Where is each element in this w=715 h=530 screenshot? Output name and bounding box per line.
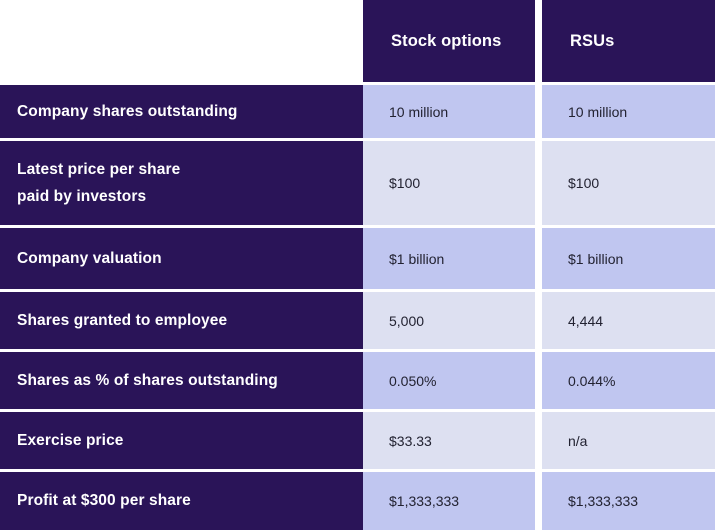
cell-value: 0.044% [568, 372, 616, 389]
cell-value: $1,333,333 [389, 493, 460, 509]
cell-stock-options-shares-granted: 5,000 [363, 292, 535, 349]
row-label-latest-price-per-share: Latest price per share paid by investors [0, 141, 363, 225]
row-label-profit: Profit at $300 per share [0, 472, 363, 530]
cell-value: $1 billion [389, 250, 445, 267]
row-label-text: Latest price per share paid by investors [17, 156, 180, 210]
column-gap [535, 472, 542, 530]
cell-rsus-latest-price: $100 [542, 141, 715, 225]
corner-spacer [0, 0, 363, 82]
cell-value: $100 [389, 175, 421, 191]
cell-value: $1 billion [568, 250, 624, 267]
row-label-text: Shares granted to employee [17, 311, 228, 329]
cell-rsus-valuation: $1 billion [542, 228, 715, 289]
cell-value: $33.33 [389, 432, 432, 449]
row-label-shares-granted: Shares granted to employee [0, 292, 363, 349]
row-label-text: Company valuation [17, 249, 162, 267]
row-label-line-1: Latest price per share [17, 161, 181, 178]
row-label-text: Exercise price [17, 431, 124, 449]
column-gap [535, 352, 542, 409]
column-header-rsus: RSUs [542, 0, 715, 82]
cell-stock-options-latest-price: $100 [363, 141, 535, 225]
cell-stock-options-shares-outstanding: 10 million [363, 85, 535, 138]
column-gap [535, 141, 542, 225]
cell-stock-options-valuation: $1 billion [363, 228, 535, 289]
row-label-exercise-price: Exercise price [0, 412, 363, 469]
cell-stock-options-shares-percent: 0.050% [363, 352, 535, 409]
column-header-label: RSUs [570, 31, 615, 50]
column-gap [535, 85, 542, 138]
cell-rsus-shares-outstanding: 10 million [542, 85, 715, 138]
cell-stock-options-profit: $1,333,333 [363, 472, 535, 530]
cell-value: n/a [568, 432, 588, 449]
cell-stock-options-exercise-price: $33.33 [363, 412, 535, 469]
row-label-text: Company shares outstanding [17, 102, 238, 120]
column-gap [535, 292, 542, 349]
row-label-company-shares-outstanding: Company shares outstanding [0, 85, 363, 138]
cell-rsus-profit: $1,333,333 [542, 472, 715, 530]
cell-value: $1,333,333 [568, 493, 639, 509]
cell-value: 10 million [389, 103, 449, 120]
row-label-shares-percent: Shares as % of shares outstanding [0, 352, 363, 409]
row-label-company-valuation: Company valuation [0, 228, 363, 289]
cell-rsus-shares-percent: 0.044% [542, 352, 715, 409]
row-label-line-2: paid by investors [17, 188, 147, 205]
cell-rsus-shares-granted: 4,444 [542, 292, 715, 349]
cell-value: 10 million [568, 103, 628, 120]
column-header-stock-options: Stock options [363, 0, 535, 82]
row-label-text: Shares as % of shares outstanding [17, 371, 278, 389]
column-gap [535, 0, 542, 82]
column-gap [535, 228, 542, 289]
cell-value: 4,444 [568, 312, 604, 329]
column-header-label: Stock options [391, 31, 502, 50]
cell-value: 5,000 [389, 312, 425, 329]
row-label-text: Profit at $300 per share [17, 492, 191, 509]
cell-value: 0.050% [389, 372, 437, 389]
column-gap [535, 412, 542, 469]
cell-value: $100 [568, 175, 600, 191]
cell-rsus-exercise-price: n/a [542, 412, 715, 469]
